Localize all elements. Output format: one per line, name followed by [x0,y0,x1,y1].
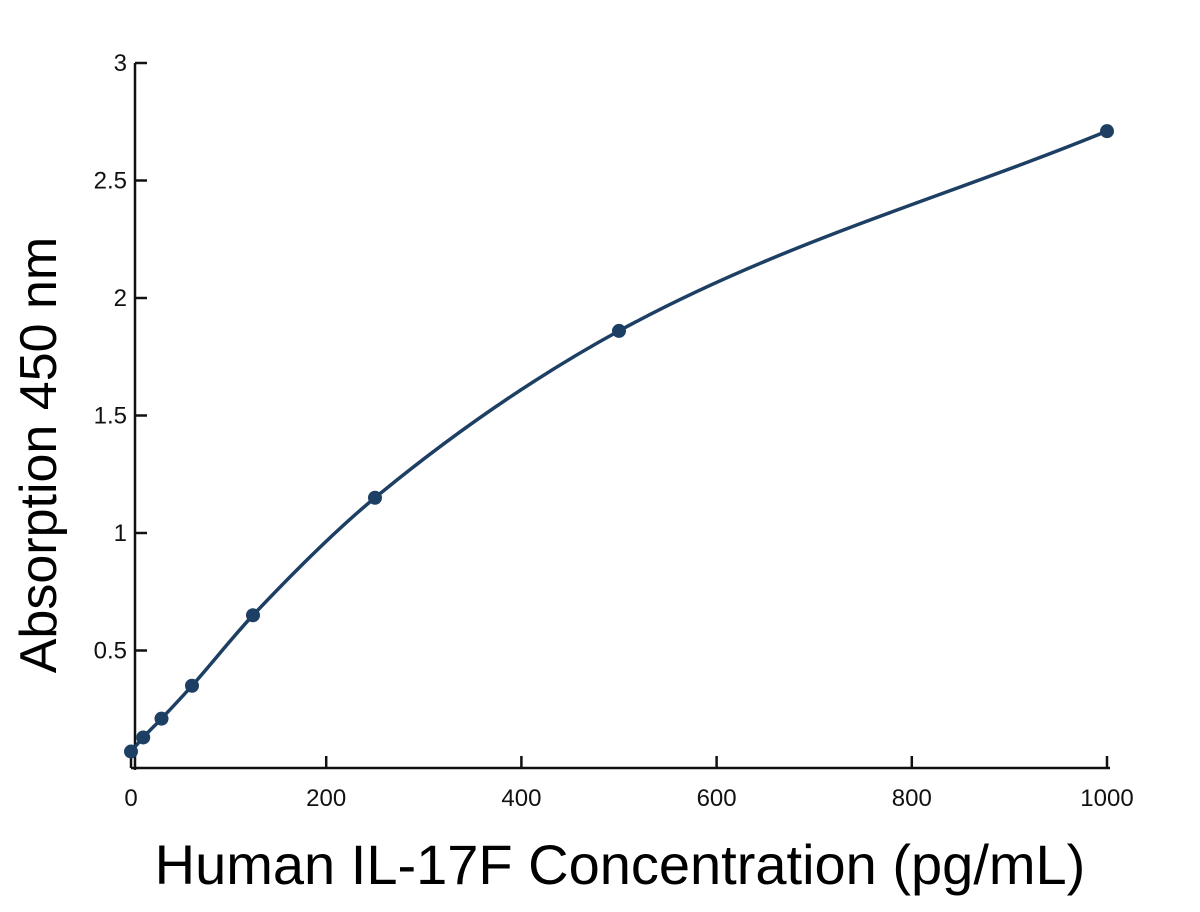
y-tick-label: 1.5 [94,403,127,430]
y-tick-label: 2.5 [94,168,127,195]
data-point [185,678,199,693]
data-point [154,711,169,726]
y-axis-ticks: 0.5 1 1.5 2 2.5 3 [94,50,147,665]
x-tick-label: 600 [697,785,737,812]
series-curve [129,129,1108,753]
x-tick-label: 0 [124,785,137,812]
x-axis-ticks: 0 200 400 600 800 1000 [124,756,1134,812]
data-point [612,323,626,338]
y-tick-label: 0.5 [94,638,127,665]
data-point [124,744,138,759]
series-points [124,124,1114,759]
data-point [136,730,151,745]
y-axis-title: Absorption 450 nm [10,237,68,674]
y-tick-label: 3 [114,50,127,77]
y-tick-label: 1 [114,520,127,547]
y-tick-label: 2 [114,285,127,312]
x-tick-label: 1000 [1080,785,1133,812]
data-point [1100,124,1114,139]
x-tick-label: 800 [892,785,932,812]
data-point [246,608,260,623]
x-axis-title: Human IL-17F Concentration (pg/mL) [155,833,1086,896]
x-tick-label: 200 [306,785,346,812]
x-tick-label: 400 [501,785,541,812]
data-point [368,490,382,505]
